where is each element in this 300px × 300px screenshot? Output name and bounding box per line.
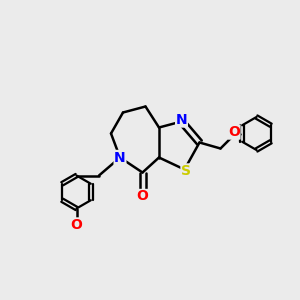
Text: N: N xyxy=(114,151,126,164)
Text: N: N xyxy=(176,113,187,127)
Text: S: S xyxy=(181,164,191,178)
Text: O: O xyxy=(70,218,83,232)
Text: O: O xyxy=(136,190,148,203)
Text: O: O xyxy=(228,125,240,139)
